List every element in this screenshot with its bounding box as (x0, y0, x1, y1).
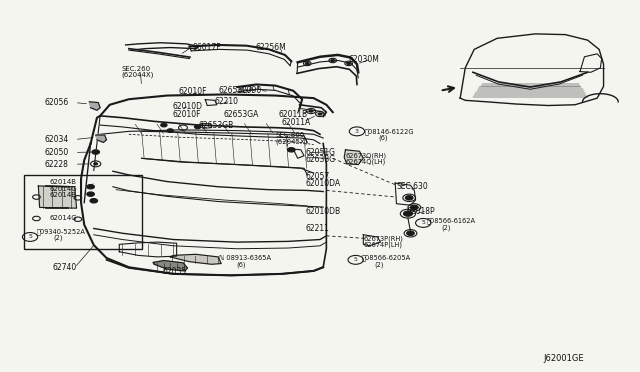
Circle shape (318, 113, 322, 115)
Text: ℕ 08913-6365A: ℕ 08913-6365A (220, 255, 271, 261)
Text: 5: 5 (421, 221, 425, 225)
Text: 倅09340-5252A: 倅09340-5252A (36, 228, 85, 235)
Text: 62010D: 62010D (172, 102, 202, 111)
Text: 62673Q(RH): 62673Q(RH) (346, 153, 387, 159)
Circle shape (309, 110, 313, 112)
Circle shape (90, 199, 98, 203)
Polygon shape (344, 150, 364, 164)
Text: 62010F: 62010F (179, 87, 207, 96)
Text: 62014B: 62014B (49, 179, 76, 185)
Polygon shape (38, 186, 77, 208)
Polygon shape (90, 102, 100, 110)
Text: 62011B: 62011B (278, 109, 308, 119)
Text: 62050: 62050 (45, 148, 69, 157)
Text: (6): (6) (379, 135, 388, 141)
Text: 62673P(RH): 62673P(RH) (364, 235, 403, 242)
Polygon shape (153, 260, 188, 271)
Text: SEC.630: SEC.630 (396, 182, 428, 191)
Bar (24, 175, 141, 249)
Text: (2): (2) (441, 224, 451, 231)
Circle shape (87, 185, 95, 189)
Circle shape (167, 129, 173, 132)
Text: 62653GA: 62653GA (223, 109, 259, 119)
Text: J62001GE: J62001GE (543, 354, 584, 363)
Circle shape (287, 148, 295, 152)
Text: 62056: 62056 (45, 99, 69, 108)
Text: SEC.860: SEC.860 (275, 132, 305, 138)
Circle shape (406, 231, 414, 235)
Text: (2): (2) (374, 261, 383, 267)
Text: 62090: 62090 (237, 86, 261, 95)
Text: (62045X): (62045X) (275, 138, 308, 145)
Text: (62044X): (62044X) (121, 72, 154, 78)
Text: 62228: 62228 (45, 160, 68, 169)
Text: 62740: 62740 (52, 263, 77, 272)
Text: 62674P(LH): 62674P(LH) (364, 242, 403, 248)
Text: 5: 5 (354, 257, 358, 262)
Text: 62211: 62211 (306, 224, 330, 233)
Text: 62051G: 62051G (306, 148, 336, 157)
Circle shape (87, 192, 95, 196)
Text: 62011A: 62011A (282, 118, 311, 126)
Text: 5: 5 (28, 234, 32, 240)
Text: 62633G: 62633G (306, 154, 336, 164)
Text: 3: 3 (355, 129, 359, 134)
Text: 62035: 62035 (163, 267, 187, 276)
Text: 62034: 62034 (45, 135, 69, 144)
Text: 62010DA: 62010DA (306, 179, 341, 188)
Polygon shape (170, 254, 221, 264)
Text: (2): (2) (54, 234, 63, 241)
Text: 62030M: 62030M (349, 55, 380, 64)
Circle shape (195, 125, 201, 129)
Text: 62057: 62057 (306, 172, 330, 181)
Text: 62653GB: 62653GB (199, 121, 234, 129)
Circle shape (347, 62, 351, 64)
Text: 62653GA: 62653GA (218, 86, 253, 95)
Polygon shape (96, 135, 106, 142)
Text: SEC.260: SEC.260 (121, 65, 150, 71)
Text: 62210: 62210 (215, 97, 239, 106)
Text: 62014G: 62014G (49, 186, 77, 192)
Text: (6): (6) (236, 261, 245, 267)
Text: 62014B: 62014B (49, 192, 76, 198)
Circle shape (92, 150, 100, 154)
Text: 62010DB: 62010DB (306, 206, 341, 216)
Text: 62018P: 62018P (406, 206, 435, 216)
Text: 62014G: 62014G (49, 215, 77, 221)
Circle shape (405, 196, 413, 200)
Text: 倅08566-6162A: 倅08566-6162A (427, 218, 476, 224)
Text: 62256M: 62256M (255, 43, 285, 52)
Circle shape (94, 163, 98, 165)
Text: 倅08566-6205A: 倅08566-6205A (362, 255, 410, 261)
Circle shape (410, 205, 418, 210)
Circle shape (331, 60, 335, 62)
Circle shape (305, 62, 309, 64)
Text: 62010F: 62010F (172, 109, 201, 119)
Text: 〃08146-6122G: 〃08146-6122G (365, 128, 414, 135)
Text: 96017F: 96017F (193, 43, 221, 52)
Circle shape (161, 123, 167, 127)
Text: 62674Q(LH): 62674Q(LH) (346, 159, 386, 165)
Circle shape (403, 211, 412, 216)
